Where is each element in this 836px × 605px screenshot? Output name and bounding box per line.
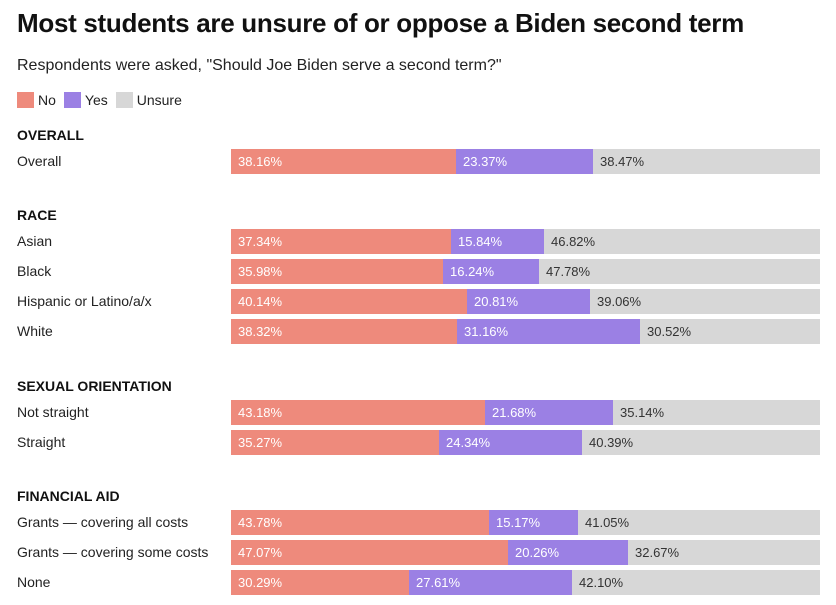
legend-swatch-yes: [63, 92, 81, 108]
bar-segment-no: 35.98%: [231, 259, 443, 284]
data-label-unsure: 47.78%: [546, 264, 591, 279]
bar-segment-unsure: 47.78%: [539, 259, 820, 284]
row-label: Not straight: [17, 404, 89, 420]
bar-segment-yes: 15.17%: [489, 510, 578, 535]
data-label-unsure: 41.05%: [585, 515, 630, 530]
chart-subtitle: Respondents were asked, "Should Joe Bide…: [17, 57, 502, 74]
stacked-bar: 43.78% 15.17% 41.05%: [231, 510, 820, 535]
data-label-yes: 16.24%: [450, 264, 495, 279]
group-heading: OVERALL: [17, 127, 84, 143]
group-heading: FINANCIAL AID: [17, 488, 120, 504]
bar-segment-no: 47.07%: [231, 540, 508, 565]
bar-segment-yes: 15.84%: [451, 229, 544, 254]
bar-segment-yes: 20.26%: [508, 540, 628, 565]
bar-segment-unsure: 30.52%: [640, 319, 820, 344]
stacked-bar: 38.16% 23.37% 38.47%: [231, 149, 820, 174]
legend-swatch-no: [17, 92, 34, 108]
data-label-unsure: 42.10%: [579, 575, 624, 590]
row-label: Grants — covering some costs: [17, 544, 209, 560]
bar-segment-yes: 24.34%: [439, 430, 582, 455]
legend-label-no: No: [38, 92, 56, 108]
bar-segment-no: 43.18%: [231, 400, 485, 425]
bar-segment-unsure: 42.10%: [572, 570, 820, 595]
bar-segment-yes: 16.24%: [443, 259, 539, 284]
data-label-no: 35.27%: [238, 435, 283, 450]
bar-segment-no: 38.16%: [231, 149, 456, 174]
legend-swatch-unsure: [115, 92, 133, 108]
bar-segment-no: 43.78%: [231, 510, 489, 535]
data-label-yes: 20.81%: [474, 294, 519, 309]
data-label-unsure: 30.52%: [647, 324, 692, 339]
bar-segment-no: 38.32%: [231, 319, 457, 344]
legend: No Yes Unsure: [17, 92, 190, 108]
data-label-no: 38.32%: [238, 324, 283, 339]
bar-segment-unsure: 35.14%: [613, 400, 820, 425]
data-label-yes: 23.37%: [463, 154, 508, 169]
bar-segment-no: 35.27%: [231, 430, 439, 455]
bar-segment-no: 30.29%: [231, 570, 409, 595]
data-label-no: 43.78%: [238, 515, 283, 530]
data-label-yes: 31.16%: [464, 324, 509, 339]
data-label-no: 30.29%: [238, 575, 283, 590]
data-label-no: 38.16%: [238, 154, 283, 169]
stacked-bar: 37.34% 15.84% 46.82%: [231, 229, 820, 254]
data-label-no: 40.14%: [238, 294, 283, 309]
stacked-bar: 30.29% 27.61% 42.10%: [231, 570, 820, 595]
legend-item-no: No: [17, 92, 56, 108]
data-label-unsure: 38.47%: [600, 154, 645, 169]
data-label-unsure: 35.14%: [620, 405, 665, 420]
stacked-bar: 35.98% 16.24% 47.78%: [231, 259, 820, 284]
bar-segment-unsure: 32.67%: [628, 540, 820, 565]
data-label-no: 37.34%: [238, 234, 283, 249]
bar-segment-no: 40.14%: [231, 289, 467, 314]
data-label-unsure: 39.06%: [597, 294, 642, 309]
bar-segment-yes: 31.16%: [457, 319, 640, 344]
stacked-bar: 38.32% 31.16% 30.52%: [231, 319, 820, 344]
bar-segment-unsure: 41.05%: [578, 510, 820, 535]
data-label-yes: 15.17%: [496, 515, 541, 530]
data-label-yes: 20.26%: [515, 545, 560, 560]
data-label-yes: 21.68%: [492, 405, 537, 420]
data-label-no: 35.98%: [238, 264, 283, 279]
row-label: Grants — covering all costs: [17, 514, 189, 530]
stacked-bar: 40.14% 20.81% 39.06%: [231, 289, 820, 314]
bar-segment-yes: 21.68%: [485, 400, 613, 425]
legend-item-yes: Yes: [63, 92, 108, 108]
legend-label-unsure: Unsure: [136, 92, 182, 108]
row-label: Hispanic or Latino/a/x: [17, 293, 152, 309]
bar-segment-unsure: 40.39%: [582, 430, 820, 455]
stacked-bar: 43.18% 21.68% 35.14%: [231, 400, 820, 425]
row-label: None: [17, 574, 51, 590]
bar-segment-yes: 23.37%: [456, 149, 593, 174]
data-label-yes: 24.34%: [446, 435, 491, 450]
bar-segment-unsure: 46.82%: [544, 229, 820, 254]
data-label-no: 43.18%: [238, 405, 283, 420]
group-heading: RACE: [17, 207, 57, 223]
data-label-unsure: 32.67%: [635, 545, 680, 560]
stacked-bar: 35.27% 24.34% 40.39%: [231, 430, 820, 455]
bar-segment-unsure: 39.06%: [590, 289, 820, 314]
row-label: White: [17, 323, 53, 339]
data-label-yes: 27.61%: [416, 575, 461, 590]
legend-label-yes: Yes: [84, 92, 108, 108]
data-label-yes: 15.84%: [458, 234, 503, 249]
bar-segment-yes: 27.61%: [409, 570, 572, 595]
row-label: Asian: [17, 233, 53, 249]
bar-segment-yes: 20.81%: [467, 289, 590, 314]
stacked-bar: 47.07% 20.26% 32.67%: [231, 540, 820, 565]
bar-segment-no: 37.34%: [231, 229, 451, 254]
chart-title: Most students are unsure of or oppose a …: [17, 8, 744, 38]
data-label-unsure: 46.82%: [551, 234, 596, 249]
legend-item-unsure: Unsure: [115, 92, 182, 108]
row-label: Black: [17, 263, 52, 279]
row-label: Overall: [17, 153, 62, 169]
group-heading: SEXUAL ORIENTATION: [17, 378, 172, 394]
data-label-unsure: 40.39%: [589, 435, 634, 450]
data-label-no: 47.07%: [238, 545, 283, 560]
row-label: Straight: [17, 434, 66, 450]
bar-segment-unsure: 38.47%: [593, 149, 820, 174]
